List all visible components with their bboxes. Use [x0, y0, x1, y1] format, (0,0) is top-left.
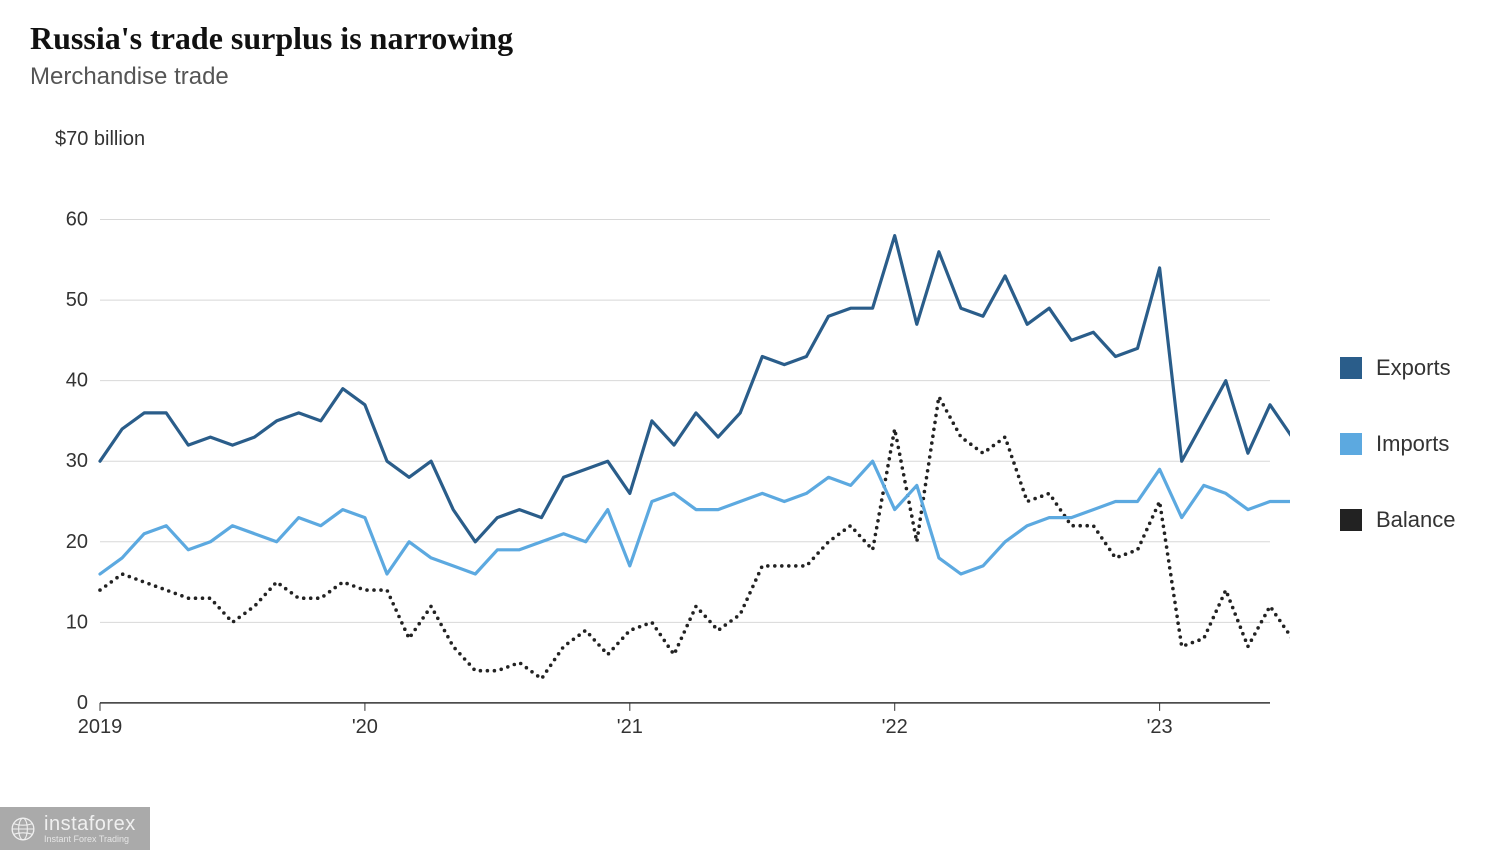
legend-swatch — [1340, 509, 1362, 531]
legend-item-imports: Imports — [1340, 431, 1470, 457]
chart-legend: Exports Imports Balance — [1310, 119, 1470, 769]
legend-item-balance: Balance — [1340, 507, 1470, 533]
svg-text:40: 40 — [66, 370, 88, 392]
chart-subtitle: Merchandise trade — [30, 63, 1470, 91]
chart-plot-area: $70 billion 0 10 20 30 40 50 60 2019 '20 '21 '22 '23 — [30, 119, 1310, 769]
svg-text:'21: '21 — [617, 716, 643, 738]
chart-svg: $70 billion 0 10 20 30 40 50 60 2019 '20 '21 '22 '23 — [30, 119, 1290, 769]
watermark-brand: instaforex — [44, 813, 136, 836]
legend-swatch — [1340, 433, 1362, 455]
legend-item-exports: Exports — [1340, 355, 1470, 381]
svg-text:'22: '22 — [882, 716, 908, 738]
svg-text:'20: '20 — [352, 716, 378, 738]
globe-icon — [10, 816, 36, 842]
svg-text:$70 billion: $70 billion — [55, 128, 145, 150]
chart-title: Russia's trade surplus is narrowing — [30, 20, 1470, 57]
svg-text:10: 10 — [66, 611, 88, 633]
svg-text:20: 20 — [66, 531, 88, 553]
legend-label: Balance — [1376, 507, 1456, 533]
svg-text:2019: 2019 — [78, 716, 123, 738]
watermark: instaforex Instant Forex Trading — [0, 807, 150, 850]
svg-text:50: 50 — [66, 289, 88, 311]
legend-label: Imports — [1376, 431, 1449, 457]
svg-text:'23: '23 — [1147, 716, 1173, 738]
watermark-tagline: Instant Forex Trading — [44, 834, 136, 844]
svg-text:30: 30 — [66, 450, 88, 472]
legend-swatch — [1340, 357, 1362, 379]
chart-container: $70 billion 0 10 20 30 40 50 60 2019 '20 '21 '22 '23… — [30, 119, 1470, 769]
svg-text:60: 60 — [66, 209, 88, 231]
legend-label: Exports — [1376, 355, 1451, 381]
svg-text:0: 0 — [77, 692, 88, 714]
